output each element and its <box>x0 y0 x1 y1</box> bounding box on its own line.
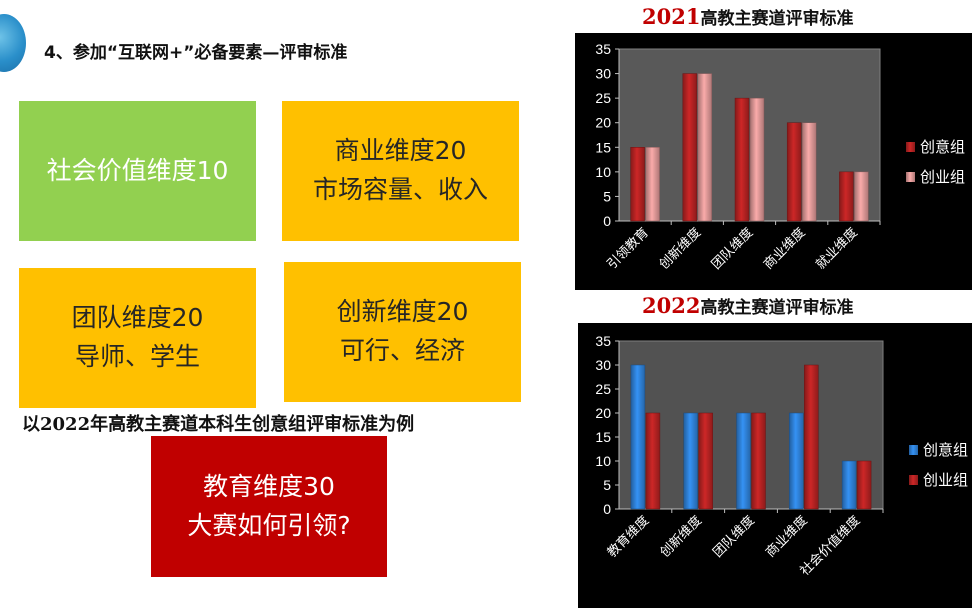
y-tick-label: 20 <box>595 115 611 131</box>
business-dimension-detail: 市场容量、收入 <box>312 175 488 204</box>
legend-label: 创意组 <box>920 138 965 156</box>
bar-series2 <box>801 122 817 222</box>
bar-series1 <box>683 412 698 510</box>
y-tick-label: 25 <box>595 90 611 106</box>
innovation-dimension-label: 创新维度20 <box>336 297 469 327</box>
plot-area <box>618 48 881 222</box>
y-tick-label: 20 <box>595 405 611 421</box>
innovation-dimension-detail: 可行、经济 <box>339 336 465 365</box>
bar-series1 <box>682 73 698 222</box>
bar-series2 <box>856 460 872 510</box>
legend-swatch <box>906 142 915 152</box>
bar-series1 <box>734 97 750 222</box>
chart-2022-title: 2022高教主赛道评审标准 <box>642 293 853 318</box>
bar-series1 <box>789 412 804 510</box>
legend-swatch <box>906 172 915 182</box>
legend-label: 创业组 <box>923 471 968 489</box>
education-dimension-label: 教育维度30 <box>203 471 335 501</box>
bar-series1 <box>786 122 802 222</box>
example-caption: 以2022年高教主赛道本科生创意组评审标准为例 <box>22 414 415 435</box>
y-tick-label: 10 <box>595 164 611 180</box>
team-dimension-box: 团队维度20 导师、学生 <box>19 268 256 408</box>
x-category-label: 团队维度 <box>708 225 756 273</box>
legend-label: 创业组 <box>920 168 965 186</box>
slide-title: 4、参加“互联网+”必备要素—评审标准 <box>44 43 348 63</box>
chart-2021-title-text: 高教主赛道评审标准 <box>700 9 854 29</box>
bar-series2 <box>751 412 766 510</box>
bar-series1 <box>630 147 645 222</box>
bar-series2 <box>854 171 869 222</box>
y-tick-label: 35 <box>595 41 611 57</box>
chart-2021-title: 2021高教主赛道评审标准 <box>642 4 853 29</box>
y-tick-label: 0 <box>603 501 611 517</box>
chart-2022-title-text: 高教主赛道评审标准 <box>700 298 854 318</box>
chart-2022-title-year: 2022 <box>642 293 701 318</box>
bar-series2 <box>804 364 819 510</box>
legend-swatch <box>909 475 918 485</box>
y-tick-label: 10 <box>595 453 611 469</box>
legend-label: 创意组 <box>923 441 968 459</box>
bar-series1 <box>630 364 646 510</box>
x-category-label: 教育维度 <box>604 513 652 561</box>
x-category-label: 引领教育 <box>604 225 652 273</box>
social-value-box: 社会价值维度10 <box>19 101 256 241</box>
bar-series1 <box>841 460 857 510</box>
bar-series2 <box>749 97 765 222</box>
innovation-dimension-box: 创新维度20 可行、经济 <box>284 262 521 402</box>
plot-area <box>618 340 884 510</box>
bar-series1 <box>736 412 751 510</box>
social-value-label: 社会价值维度10 <box>46 155 229 185</box>
y-tick-label: 15 <box>595 429 611 445</box>
y-tick-label: 25 <box>595 381 611 397</box>
x-category-label: 创新维度 <box>656 225 704 273</box>
bar-series1 <box>839 171 854 222</box>
y-tick-label: 30 <box>595 66 611 82</box>
y-tick-label: 35 <box>595 333 611 349</box>
business-dimension-box: 商业维度20 市场容量、收入 <box>282 101 519 241</box>
x-category-label: 就业维度 <box>813 225 861 273</box>
y-tick-label: 0 <box>603 213 611 229</box>
team-dimension-detail: 导师、学生 <box>74 342 200 371</box>
y-tick-label: 5 <box>603 188 611 204</box>
decorative-circle <box>0 14 26 72</box>
bar-series2 <box>698 412 713 510</box>
x-category-label: 商业维度 <box>760 225 808 273</box>
y-tick-label: 15 <box>595 139 611 155</box>
chart-2021-title-year: 2021 <box>642 4 701 29</box>
y-tick-label: 5 <box>603 477 611 493</box>
x-category-label: 团队维度 <box>710 513 758 561</box>
legend-swatch <box>909 445 918 455</box>
bar-series2 <box>697 73 713 222</box>
education-dimension-box: 教育维度30 大赛如何引领? <box>151 436 387 577</box>
x-category-label: 创新维度 <box>657 513 705 561</box>
business-dimension-label: 商业维度20 <box>334 136 467 166</box>
x-category-label: 商业维度 <box>763 513 811 561</box>
bar-series2 <box>645 412 661 510</box>
education-dimension-detail: 大赛如何引领? <box>187 510 351 540</box>
y-tick-label: 30 <box>595 357 611 373</box>
team-dimension-label: 团队维度20 <box>71 303 204 333</box>
bar-series2 <box>645 147 660 222</box>
